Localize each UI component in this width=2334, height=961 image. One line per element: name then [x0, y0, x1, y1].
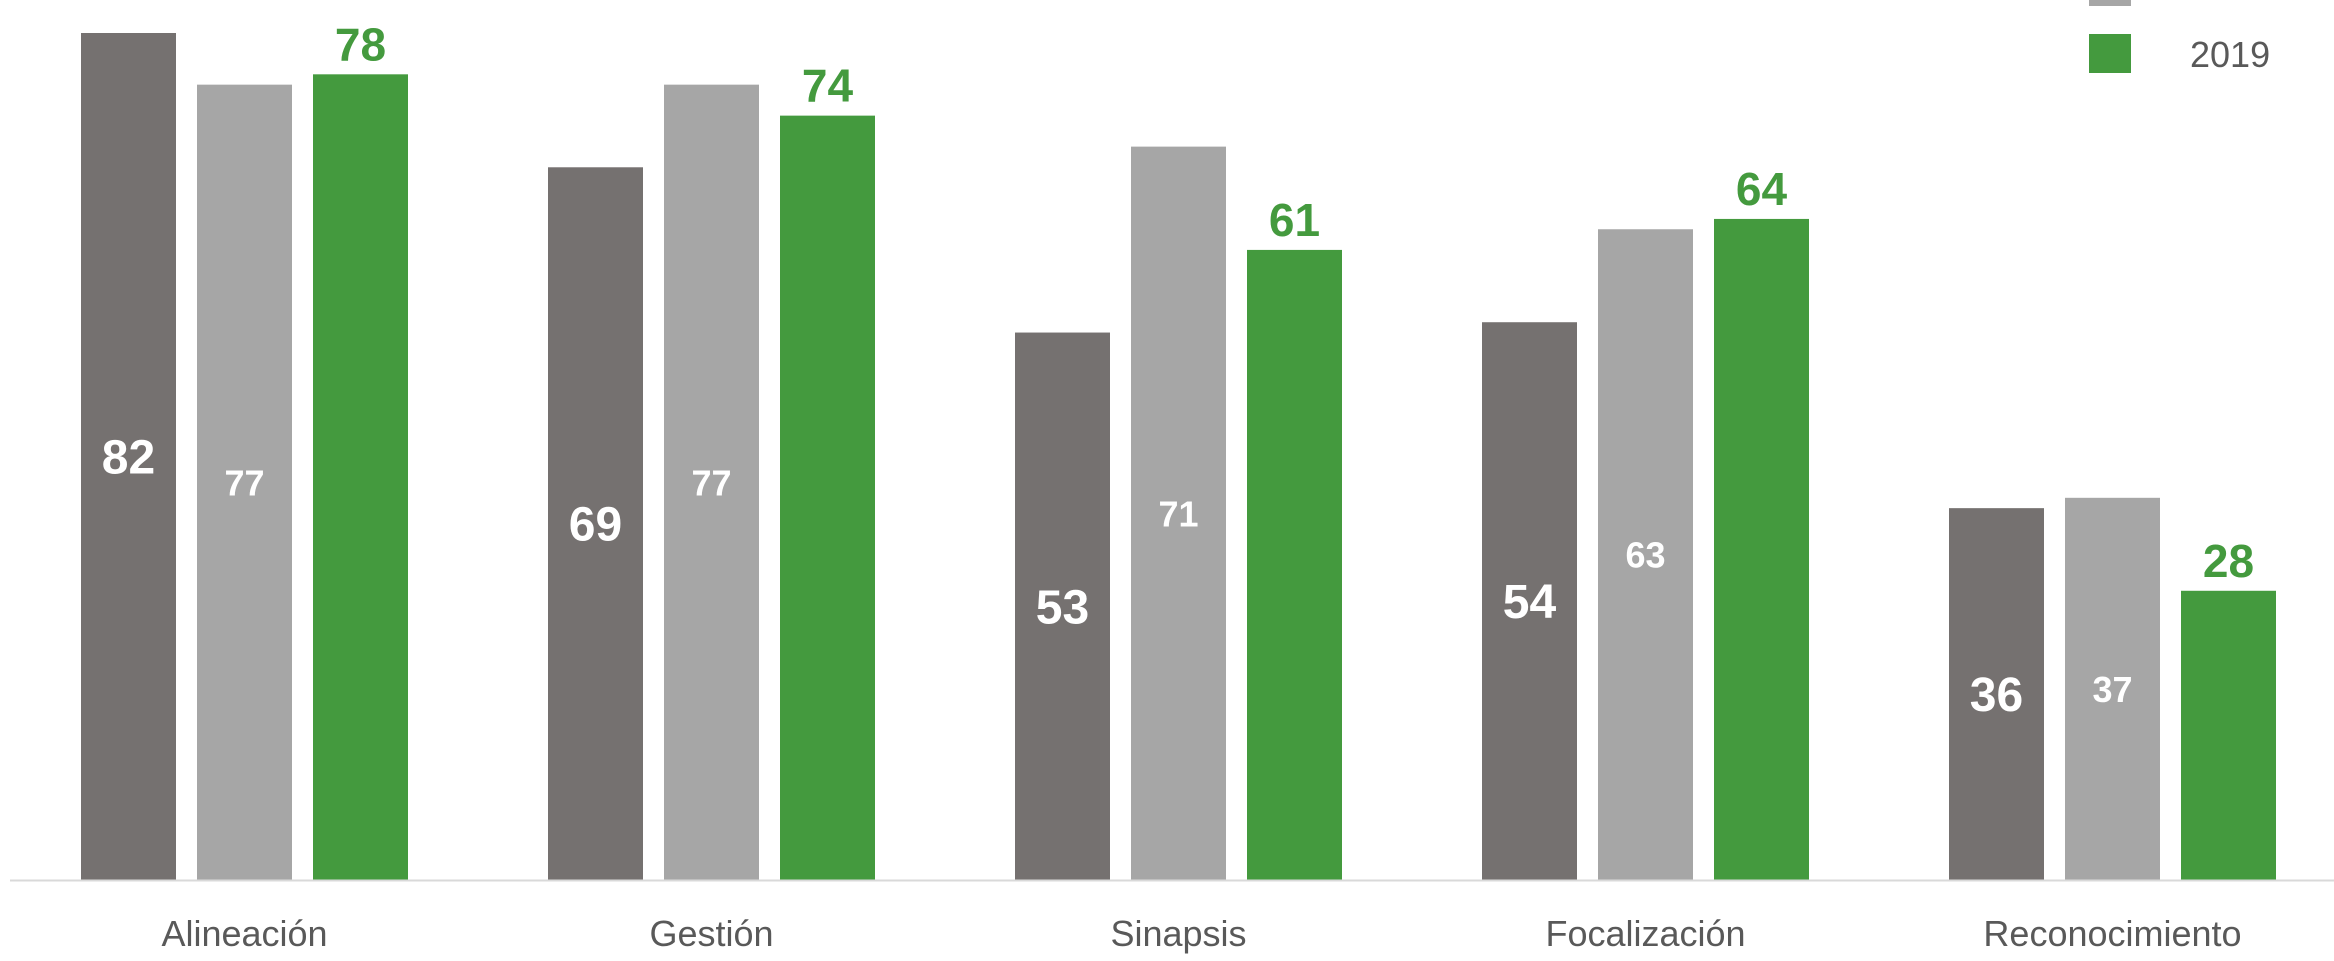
bar — [81, 33, 176, 880]
bars-layer — [81, 33, 2276, 881]
data-label: 28 — [2203, 535, 2254, 587]
data-label: 63 — [1625, 535, 1665, 576]
x-tick-label: Focalización — [1545, 913, 1745, 954]
data-label: 77 — [691, 462, 731, 503]
data-label: 71 — [1158, 493, 1198, 534]
bar — [1015, 332, 1110, 880]
x-tick-label: Alineación — [161, 913, 327, 954]
data-label: 61 — [1269, 194, 1320, 246]
data-label: 64 — [1736, 163, 1788, 215]
data-label: 74 — [802, 60, 854, 112]
bar — [548, 167, 643, 880]
bar — [197, 84, 292, 880]
bar — [780, 115, 875, 880]
bar — [1131, 146, 1226, 880]
x-tick-label: Sinapsis — [1110, 913, 1246, 954]
data-label: 54 — [1503, 576, 1557, 629]
bar — [1714, 218, 1809, 881]
x-tick-label: Reconocimiento — [1983, 913, 2241, 954]
legend-swatch — [2089, 34, 2131, 73]
bar — [1949, 508, 2044, 880]
legend: 2019 — [2089, 0, 2270, 75]
bar — [664, 84, 759, 880]
bar — [1247, 249, 1342, 881]
bar — [1482, 322, 1577, 881]
legend-swatch — [2089, 0, 2131, 6]
labels-layer: 82 77 78 Alineación 69 77 74 Gestión 53 71 61 Sinap… — [102, 18, 2254, 954]
bar — [1598, 229, 1693, 880]
x-tick-label: Gestión — [649, 913, 773, 954]
data-label: 78 — [335, 18, 386, 70]
bar — [313, 74, 408, 880]
bar — [2065, 497, 2160, 880]
data-label: 77 — [224, 462, 264, 503]
data-label: 53 — [1036, 581, 1089, 634]
legend-label: 2019 — [2190, 34, 2270, 75]
data-label: 82 — [102, 432, 155, 485]
data-label: 36 — [1970, 669, 2023, 722]
data-label: 37 — [2092, 669, 2132, 710]
bar — [2181, 590, 2276, 880]
data-label: 69 — [569, 499, 622, 552]
